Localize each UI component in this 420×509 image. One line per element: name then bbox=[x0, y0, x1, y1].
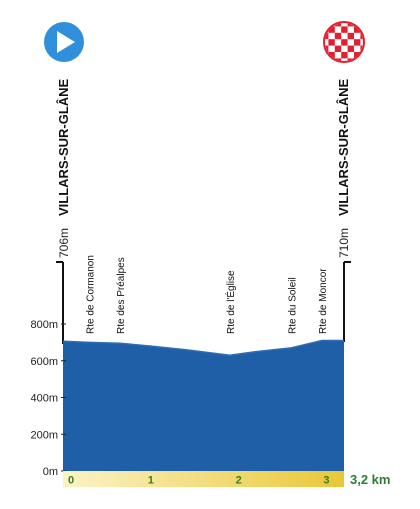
y-tick-label: 400m bbox=[30, 393, 58, 405]
finish-altitude-label: 710m bbox=[337, 228, 351, 258]
y-axis: 0m 200m 400m 600m 800m bbox=[30, 319, 66, 478]
waypoint-label: Rte de Moncor bbox=[318, 268, 329, 334]
waypoint-label: Rte de Cormanon bbox=[85, 255, 96, 334]
waypoint-label: Rte de l'Église bbox=[224, 270, 237, 334]
total-distance-label: 3,2 km bbox=[350, 472, 390, 487]
x-axis: 0 1 2 3 bbox=[68, 475, 330, 487]
waypoint-label: Rte du Soleil bbox=[287, 277, 298, 334]
start-marker bbox=[44, 22, 84, 62]
y-tick-label: 0m bbox=[43, 466, 58, 478]
finish-location-label: VILLARS-SUR-GLÂNE bbox=[336, 78, 351, 216]
x-tick-label: 3 bbox=[323, 475, 329, 487]
y-tick-label: 600m bbox=[30, 356, 58, 368]
x-tick-label: 0 bbox=[68, 475, 74, 487]
finish-marker bbox=[323, 21, 365, 63]
start-location-label: VILLARS-SUR-GLÂNE bbox=[56, 78, 71, 216]
x-tick-label: 1 bbox=[148, 475, 154, 487]
waypoints: Rte de Cormanon Rte des Préalpes Rte de l'… bbox=[85, 255, 329, 334]
y-tick-label: 800m bbox=[30, 319, 58, 331]
start-altitude-label: 706m bbox=[57, 228, 71, 258]
waypoint-label: Rte des Préalpes bbox=[116, 257, 127, 334]
elevation-area bbox=[63, 340, 344, 471]
x-tick-label: 2 bbox=[236, 475, 242, 487]
distance-bar bbox=[63, 471, 344, 487]
y-tick-label: 200m bbox=[30, 429, 58, 441]
elevation-line bbox=[62, 339, 344, 356]
